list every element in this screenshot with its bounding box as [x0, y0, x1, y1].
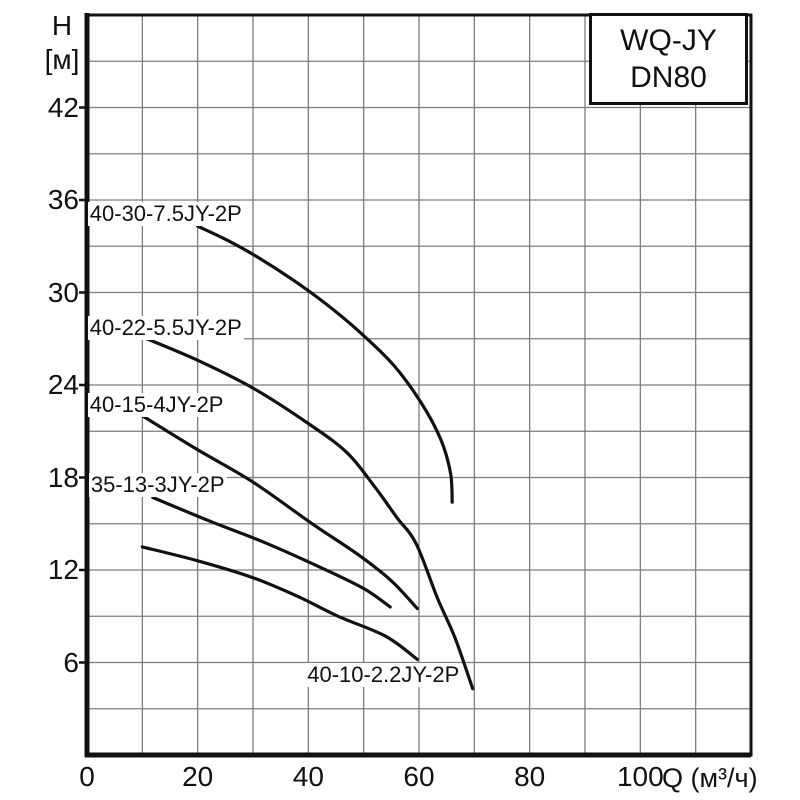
curve-label-35-13-3JY-2P: 35-13-3JY-2P: [88, 471, 227, 497]
x-tick-label-100: 100: [616, 761, 664, 792]
x-axis-title: Q (м³/ч): [662, 763, 758, 793]
x-tick-label-40: 40: [292, 761, 324, 792]
pump-curve-40-15-4JY-2P: [140, 414, 419, 611]
pump-curve-35-13-3JY-2P: [151, 495, 392, 609]
curve-label-40-15-4JY-2P: 40-15-4JY-2P: [87, 391, 226, 417]
y-tick-label-42: 42: [47, 91, 79, 123]
pump-curve-40-22-5.5JY-2P: [141, 335, 475, 691]
y-tick-label-6: 6: [63, 646, 79, 678]
legend-size-label: DN80: [630, 61, 707, 94]
curve-label-40-10-2.2JY-2P: 40-10-2.2JY-2P: [305, 662, 462, 688]
y-axis-unit: [м]: [44, 44, 80, 75]
x-tick-label-0: 0: [79, 761, 95, 792]
curve-label-40-30-7.5JY-2P: 40-30-7.5JY-2P: [87, 200, 244, 226]
pump-curve-40-10-2.2JY-2P: [140, 545, 419, 661]
y-tick-label-12: 12: [47, 554, 79, 585]
y-tick-label-30: 30: [47, 276, 79, 308]
legend-series-name: WQ-JY: [620, 24, 717, 57]
curve-label-40-22-5.5JY-2P: 40-22-5.5JY-2P: [87, 314, 244, 340]
y-tick-label-36: 36: [47, 184, 79, 215]
x-tick-label-80: 80: [514, 761, 546, 792]
y-axis-title: H: [51, 10, 73, 41]
y-tick-label-24: 24: [47, 369, 79, 400]
x-tick-label-20: 20: [182, 761, 214, 792]
legend-box: WQ-JY DN80: [589, 13, 748, 105]
y-tick-label-18: 18: [47, 461, 79, 493]
pump-curve-40-30-7.5JY-2P: [196, 224, 454, 504]
x-tick-label-60: 60: [403, 761, 435, 792]
